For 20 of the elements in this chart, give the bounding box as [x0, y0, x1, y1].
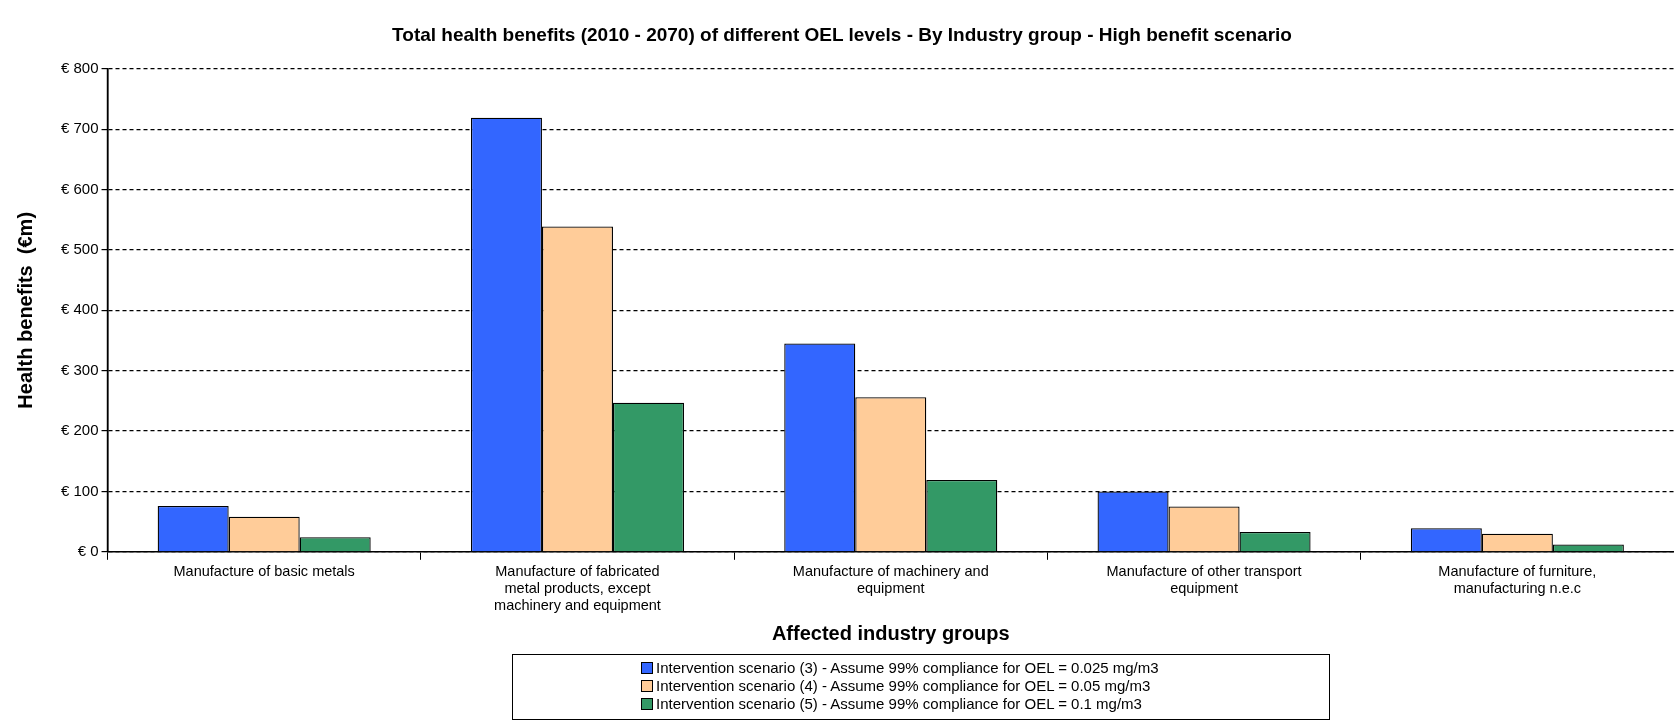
x-tick-label: Manufacture of furniture, manufacturing n.e.c — [1438, 562, 1597, 596]
x-axis-title: Affected industry groups — [771, 621, 1010, 644]
y-tick-label: € 400 — [60, 300, 99, 318]
legend-label: Intervention scenario (5) - Assume 99% compliance for OEL = 0.1 mg/m3 — [656, 695, 1142, 713]
y-tick-label: € 500 — [60, 240, 99, 258]
y-tick-label: € 0 — [77, 541, 99, 559]
y-axis-title: Health benefits (€m) — [13, 211, 36, 409]
y-tick-label: € 800 — [60, 58, 99, 76]
y-tick-label: € 100 — [60, 481, 99, 499]
y-tick-label: € 300 — [60, 360, 99, 378]
legend-label: Intervention scenario (3) - Assume 99% compliance for OEL = 0.025 mg/m3 — [656, 659, 1159, 677]
x-tick-label: Manufacture of basic metals — [173, 562, 355, 579]
x-tick-label: Manufacture of fabricated metal products, except machinery and equipment — [494, 562, 661, 614]
y-tick-label: € 600 — [60, 179, 99, 197]
y-tick-label: € 700 — [60, 119, 99, 137]
x-tick-label: Manufacture of other transport equipment — [1106, 562, 1302, 596]
chart-title: Total health benefits (2010 - 2070) of different OEL levels - By Industry group - High benefit scenario — [392, 23, 1292, 45]
x-tick-label: Manufacture of machinery and equipment — [792, 562, 989, 596]
legend-label: Intervention scenario (4) - Assume 99% compliance for OEL = 0.05 mg/m3 — [656, 677, 1151, 695]
y-tick-label: € 200 — [60, 421, 99, 439]
